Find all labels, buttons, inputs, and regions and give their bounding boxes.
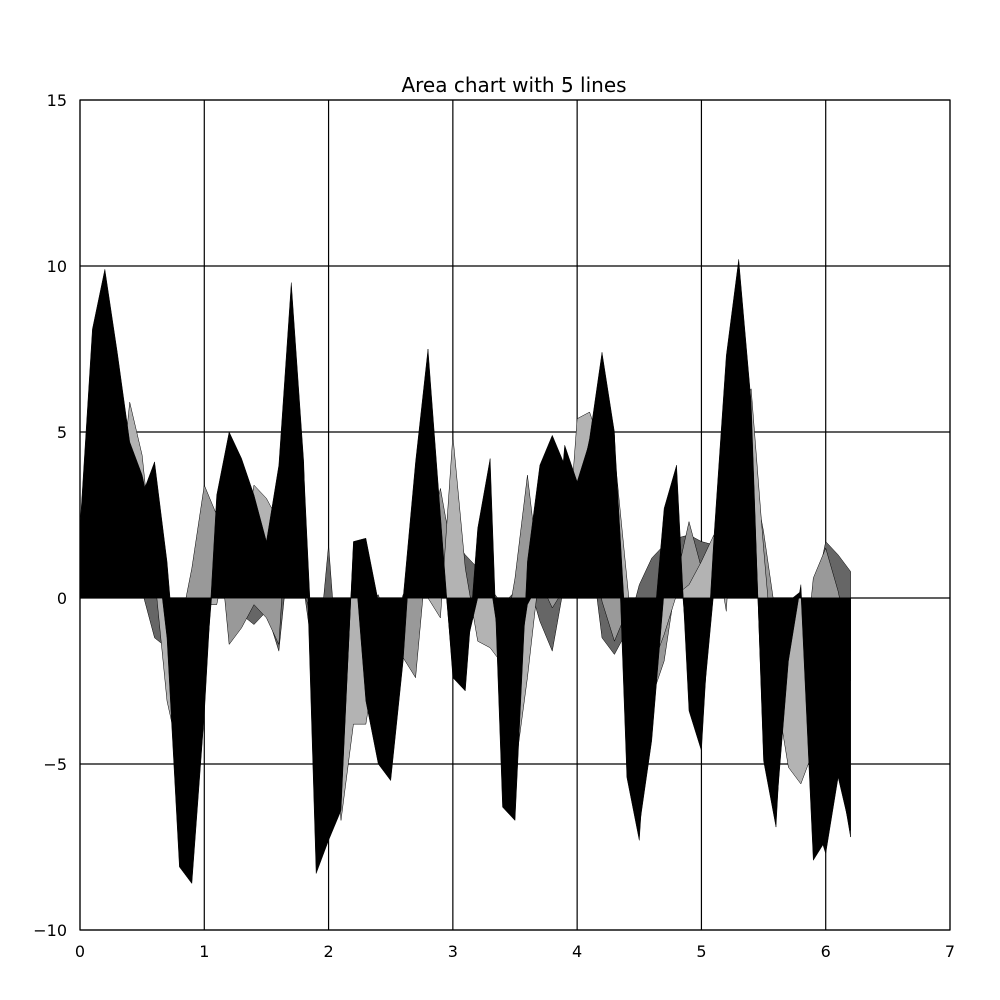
x-tick-label: 0 [75,942,85,961]
y-tick-label: −10 [33,921,67,940]
x-tick-label: 4 [572,942,582,961]
plot-frame [79,99,951,931]
x-tick-label: 6 [821,942,831,961]
y-tick-label: −5 [43,755,67,774]
y-tick-label: 5 [57,423,67,442]
x-tick-label: 3 [448,942,458,961]
x-tick-labels: 0 1 2 3 4 5 6 7 [75,942,955,961]
chart-title: Area chart with 5 lines [401,73,626,97]
y-tick-label: 0 [57,589,67,608]
x-tick-label: 1 [199,942,209,961]
x-tick-label: 5 [696,942,706,961]
y-tick-label: 10 [47,257,67,276]
y-tick-label: 15 [47,91,67,110]
y-tick-labels: −10 −5 0 5 10 15 [33,91,67,940]
x-tick-label: 7 [945,942,955,961]
x-tick-label: 2 [323,942,333,961]
series-areas [79,259,851,885]
series-area-5 [79,269,851,854]
